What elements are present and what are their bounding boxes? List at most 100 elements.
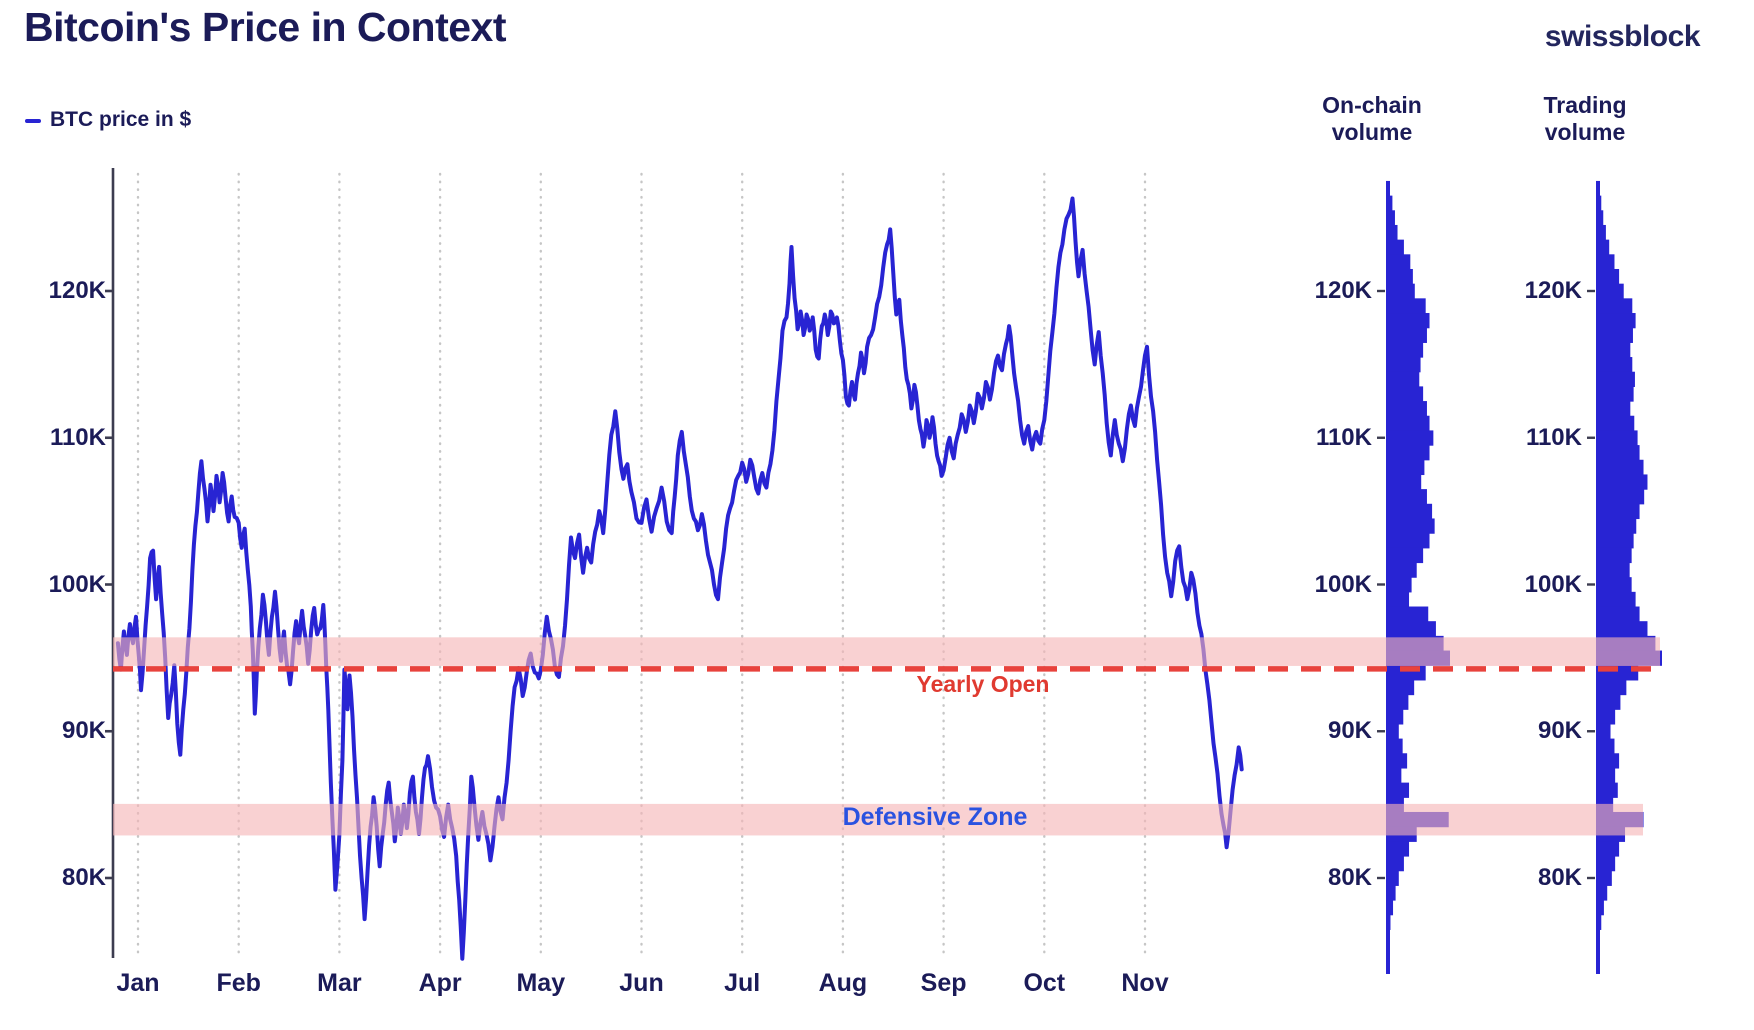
main-y-tick-label: 80K (61, 864, 106, 891)
on-chain-volume-bar (1386, 929, 1390, 945)
trading-y-tick-label: 80K (1537, 864, 1582, 891)
trading-volume-bar (1596, 180, 1600, 197)
on-chain-volume-bar (1386, 283, 1415, 299)
trading-volume-bar (1596, 855, 1616, 872)
on-chain-volume-header: On-chain volume (1257, 92, 1487, 146)
trading-volume-bar (1596, 298, 1633, 314)
on-chain-volume-bar (1386, 782, 1410, 798)
on-chain-volume-bar (1386, 533, 1430, 549)
trading-volume-bar (1596, 415, 1635, 432)
trading-volume-bar (1596, 606, 1640, 622)
btc-price-line (115, 196, 1244, 961)
trading-volume-bar (1596, 958, 1600, 974)
main-y-tick-label: 90K (61, 717, 106, 745)
on-chain-volume-bar (1386, 591, 1410, 608)
defensive-zone-band (113, 803, 1643, 836)
month-tick-label: Jan (116, 969, 160, 997)
on-chain-volume-bar (1386, 210, 1395, 226)
on-chain-volume-bar (1386, 401, 1427, 417)
trading-volume-bar (1596, 709, 1616, 725)
trading-volume-bar (1596, 224, 1606, 241)
yearly-open-band (113, 637, 1660, 666)
trading-volume-bar (1596, 342, 1631, 358)
on-chain-y-tick-label: 110K (1315, 423, 1372, 451)
yearly-open-annotation: Yearly Open (916, 671, 1050, 697)
month-tick-label: Aug (818, 969, 868, 997)
on-chain-volume-bar (1386, 445, 1430, 461)
trading-volume-bar (1596, 738, 1615, 754)
on-chain-volume-bar (1386, 621, 1436, 637)
on-chain-volume-bar (1386, 723, 1399, 740)
legend-line-swatch-icon (25, 119, 41, 123)
trading-volume-header: Trading volume (1470, 92, 1700, 146)
on-chain-volume-bar (1386, 914, 1391, 930)
main-y-tick-label: 110K (49, 423, 106, 451)
trading-volume-bar (1596, 547, 1632, 564)
on-chain-volume-bar (1386, 327, 1427, 343)
trading-volume-bar (1596, 357, 1633, 373)
on-chain-volume-bar (1386, 195, 1393, 211)
trading-volume-bar (1596, 430, 1638, 446)
on-chain-volume-bar (1386, 371, 1420, 387)
trading-volume-bar (1596, 327, 1633, 343)
on-chain-volume-bar (1386, 870, 1399, 886)
on-chain-volume-bar (1386, 313, 1430, 329)
trading-volume-bar (1596, 210, 1604, 226)
on-chain-volume-bar (1386, 430, 1434, 446)
on-chain-volume-bar (1386, 738, 1403, 754)
trading-y-tick-label: 100K (1524, 570, 1582, 598)
trading-volume-bar (1596, 694, 1621, 710)
trading-volume-bar (1596, 929, 1600, 945)
trading-volume-bar (1596, 459, 1644, 476)
trading-volume-bar (1596, 782, 1618, 798)
trading-volume-bar (1596, 313, 1636, 329)
trading-volume-bar (1596, 944, 1600, 960)
main-y-tick-label: 120K (48, 277, 106, 304)
on-chain-volume-bar (1386, 679, 1415, 696)
trading-volume-bar (1596, 753, 1620, 769)
on-chain-volume-bar (1386, 855, 1404, 872)
on-chain-volume-bar (1386, 767, 1402, 784)
trading-y-tick-label: 110K (1525, 423, 1582, 451)
trading-volume-bar (1596, 283, 1624, 299)
on-chain-volume-bar (1386, 180, 1390, 197)
on-chain-volume-bar (1386, 577, 1412, 593)
on-chain-volume-bar (1386, 958, 1390, 974)
month-tick-label: May (516, 969, 566, 997)
month-tick-label: Sep (920, 969, 967, 997)
main-y-tick-label: 100K (48, 570, 106, 598)
trading-volume-bar (1596, 621, 1648, 637)
on-chain-volume-bar (1386, 224, 1398, 241)
trading-volume-bar (1596, 518, 1637, 534)
trading-volume-bar (1596, 870, 1612, 886)
page-title: Bitcoin's Price in Context (24, 4, 507, 50)
trading-volume-bar (1596, 195, 1602, 211)
trading-volume-bar (1596, 900, 1604, 916)
on-chain-volume-bar (1386, 503, 1433, 520)
on-chain-volume-bar (1386, 900, 1394, 916)
trading-volume-bar (1596, 577, 1632, 593)
defensive-zone-annotation: Defensive Zone (842, 803, 1028, 831)
on-chain-volume-bar (1386, 357, 1421, 373)
on-chain-volume-bar (1386, 239, 1404, 255)
trading-volume-bar (1596, 474, 1648, 490)
trading-volume-bar (1596, 723, 1611, 740)
month-tick-label: Feb (216, 969, 261, 997)
trading-volume-bar (1596, 386, 1634, 402)
on-chain-volume-bar (1386, 342, 1424, 358)
trading-y-tick-label: 120K (1524, 277, 1582, 304)
on-chain-volume-bar (1386, 254, 1411, 270)
on-chain-y-tick-label: 120K (1314, 277, 1372, 304)
on-chain-volume-bar (1386, 474, 1422, 490)
on-chain-volume-bar (1386, 562, 1417, 578)
trading-volume-bar (1596, 371, 1635, 387)
trading-volume-bar (1596, 591, 1636, 608)
trading-volume-bar (1596, 885, 1608, 901)
trading-header-line1: Trading (1543, 92, 1627, 118)
trading-volume-bar (1596, 914, 1602, 930)
on-chain-volume-bar (1386, 694, 1409, 710)
on-chain-volume-bar (1386, 386, 1424, 402)
on-chain-volume-bar (1386, 547, 1424, 564)
trading-volume-bar (1596, 489, 1645, 505)
